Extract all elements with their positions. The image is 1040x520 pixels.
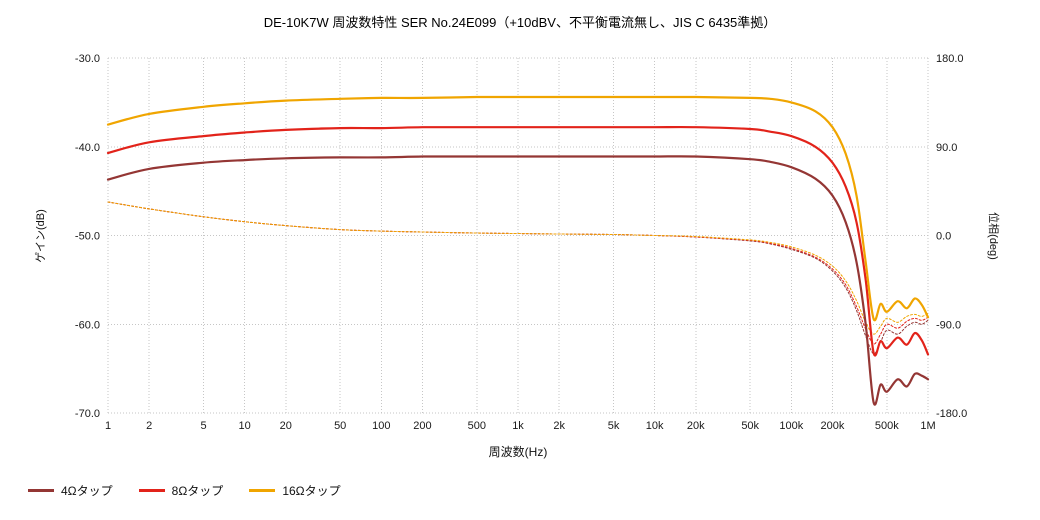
x-tick-label: 5k [608, 420, 620, 432]
y-tick-label-gain: -30.0 [75, 53, 100, 65]
x-tick-label: 5 [200, 420, 206, 432]
legend-label: 4Ωタップ [61, 484, 113, 498]
legend-label: 16Ωタップ [282, 484, 341, 498]
legend-swatch [138, 489, 165, 492]
x-tick-label: 1M [920, 420, 935, 432]
x-tick-label: 50 [334, 420, 346, 432]
y-tick-label-gain: -50.0 [75, 231, 100, 243]
y-tick-label-phase: -90.0 [936, 319, 961, 331]
legend-item: 4Ωタップ [28, 482, 113, 499]
legend-swatch [249, 489, 276, 492]
x-tick-label: 500k [875, 420, 899, 432]
y-tick-label-gain: -60.0 [75, 319, 100, 331]
x-tick-label: 10 [239, 420, 251, 432]
series-phase-16ohm [107, 201, 929, 335]
x-tick-label: 200k [821, 420, 845, 432]
legend: 4Ωタップ 8Ωタップ 16Ωタップ [28, 482, 341, 499]
y-tick-label-gain: -40.0 [75, 142, 100, 154]
legend-label: 8Ωタップ [171, 484, 224, 498]
x-tick-label: 50k [741, 420, 759, 432]
y-tick-label-phase: 0.0 [936, 231, 951, 243]
x-tick-label: 20k [687, 420, 705, 432]
y-tick-label-gain: -70.0 [75, 408, 100, 420]
x-axis-label: 周波数(Hz) [488, 445, 548, 459]
legend-item: 16Ωタップ [249, 482, 341, 499]
x-tick-label: 100 [372, 420, 390, 432]
x-tick-label: 1 [105, 420, 111, 432]
x-tick-label: 20 [280, 420, 292, 432]
y-tick-label-phase: 180.0 [936, 53, 964, 65]
y-tick-label-phase: 90.0 [936, 142, 957, 154]
x-tick-label: 500 [468, 420, 486, 432]
x-tick-label: 100k [779, 420, 803, 432]
chart-title: DE-10K7W 周波数特性 SER No.24E099（+10dBV、不平衡電… [263, 15, 777, 30]
series-gain-4ohm [106, 155, 930, 406]
x-tick-label: 1k [512, 420, 524, 432]
series-gain-16ohm [106, 95, 930, 322]
y-tick-label-phase: -180.0 [936, 408, 967, 420]
x-tick-label: 200 [413, 420, 431, 432]
x-tick-label: 2 [146, 420, 152, 432]
legend-item: 8Ωタップ [138, 482, 224, 499]
x-tick-label: 2k [553, 420, 565, 432]
x-tick-label: 10k [646, 420, 664, 432]
legend-swatch [28, 489, 54, 492]
series-gain-8ohm [106, 125, 930, 357]
